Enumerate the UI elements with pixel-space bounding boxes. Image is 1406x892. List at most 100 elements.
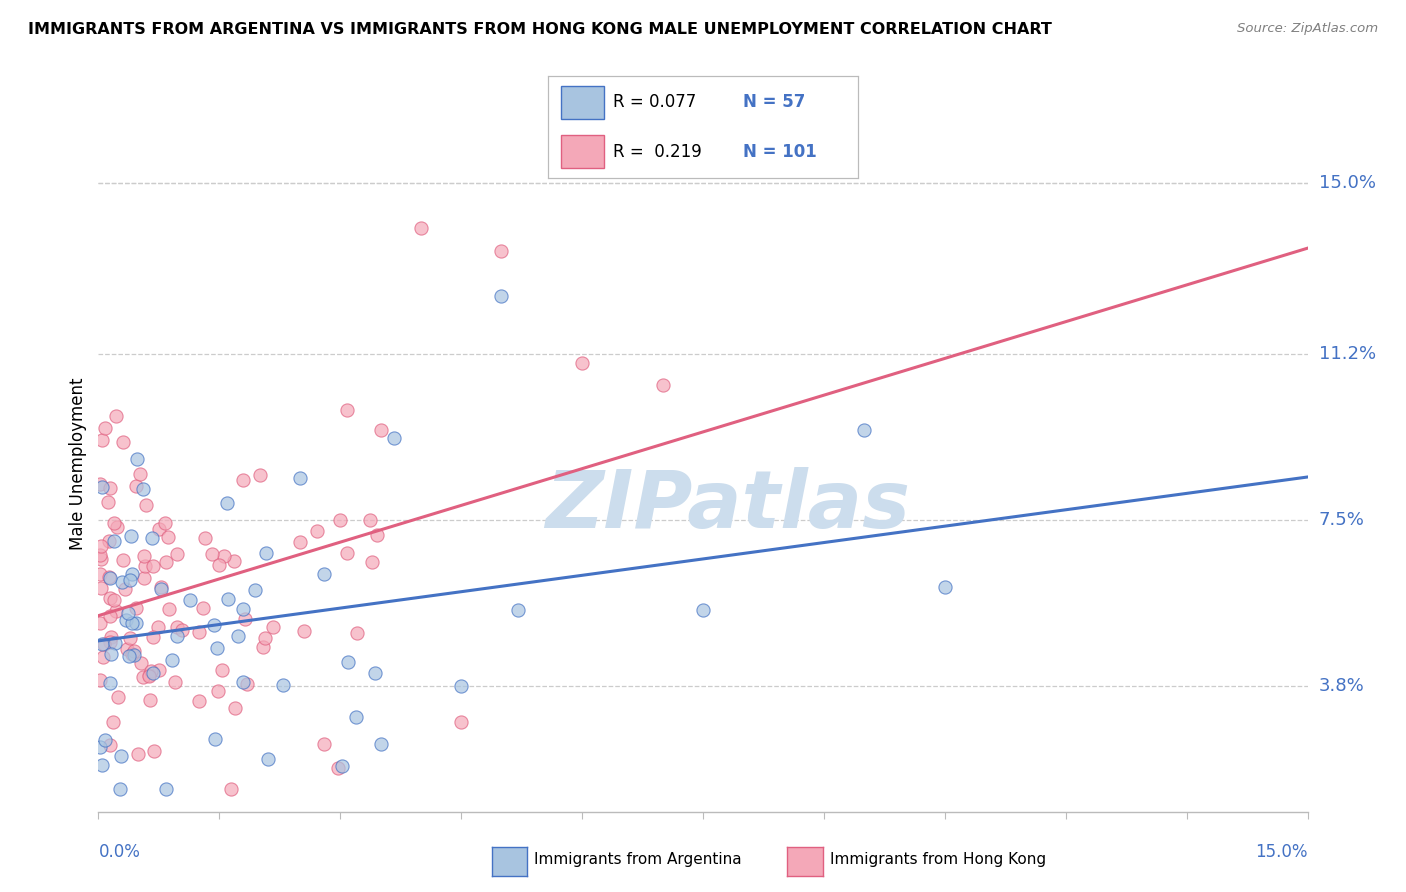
Point [208,558,231,572]
Point [103,592,125,607]
Point [125,479,148,493]
Point [120,631,142,645]
Point [232,473,254,487]
Point [204,732,226,747]
Point [134,571,156,585]
Point [344,710,367,724]
Point [135,498,157,512]
Text: 3.8%: 3.8% [1319,677,1364,695]
Point [89,739,111,754]
Point [114,582,136,596]
FancyBboxPatch shape [561,87,605,119]
Point [233,612,256,626]
Point [100,631,122,645]
Point [107,690,129,704]
Point [122,648,145,663]
Point [651,378,673,392]
Point [207,683,229,698]
Point [253,631,276,645]
Point [571,356,593,370]
Point [366,528,388,542]
Point [330,758,353,772]
Point [125,615,148,630]
Point [336,403,359,417]
Point [104,635,127,649]
Text: 7.5%: 7.5% [1319,511,1365,529]
Point [98,635,121,649]
Point [132,669,155,683]
Point [98,738,121,752]
Point [409,221,432,235]
Text: R =  0.219: R = 0.219 [613,143,702,161]
Point [121,647,143,661]
Point [155,516,177,530]
Point [132,482,155,496]
Point [125,451,148,466]
Point [93,637,115,651]
Point [134,549,156,564]
Point [271,677,294,691]
Point [94,421,117,435]
Point [224,701,246,715]
Point [170,623,193,637]
Text: R = 0.077: R = 0.077 [613,94,696,112]
Text: Immigrants from Hong Kong: Immigrants from Hong Kong [830,853,1046,867]
Point [90,552,112,566]
Point [257,752,280,766]
Point [336,656,359,670]
Point [360,555,382,569]
Point [90,637,112,651]
Point [89,548,111,562]
Point [245,583,267,598]
Point [122,644,145,658]
Point [89,477,111,491]
Text: Immigrants from Argentina: Immigrants from Argentina [534,853,742,867]
Point [290,471,312,485]
Point [115,613,138,627]
Point [166,629,188,643]
Point [101,715,124,730]
Point [105,519,128,533]
Point [179,593,201,607]
Point [91,650,114,665]
Point [491,288,513,302]
Point [157,530,180,544]
Text: 15.0%: 15.0% [1256,843,1308,861]
Point [160,653,183,667]
Point [157,602,180,616]
Point [262,620,284,634]
Point [120,529,142,543]
Point [131,656,153,670]
Point [134,559,156,574]
Point [150,580,173,594]
Point [155,555,177,569]
Point [217,592,239,607]
Point [112,435,135,450]
Point [89,566,111,581]
Text: N = 57: N = 57 [744,94,806,112]
Text: IMMIGRANTS FROM ARGENTINA VS IMMIGRANTS FROM HONG KONG MALE UNEMPLOYMENT CORRELA: IMMIGRANTS FROM ARGENTINA VS IMMIGRANTS … [28,22,1052,37]
Point [98,571,121,585]
Point [118,649,141,664]
Point [127,747,149,762]
Point [205,641,228,656]
Text: 0.0%: 0.0% [98,843,141,861]
Point [370,423,392,437]
Point [142,744,165,758]
Point [166,620,188,634]
Point [128,467,150,482]
Point [292,624,315,638]
Point [232,675,254,690]
Point [155,782,177,797]
Point [224,554,246,568]
Point [166,548,188,562]
Point [450,679,472,693]
Point [326,761,349,775]
Point [138,668,160,682]
Point [148,522,170,536]
Point [139,665,162,679]
Point [142,630,165,644]
Text: Source: ZipAtlas.com: Source: ZipAtlas.com [1237,22,1378,36]
Point [384,431,406,445]
Point [219,782,242,797]
